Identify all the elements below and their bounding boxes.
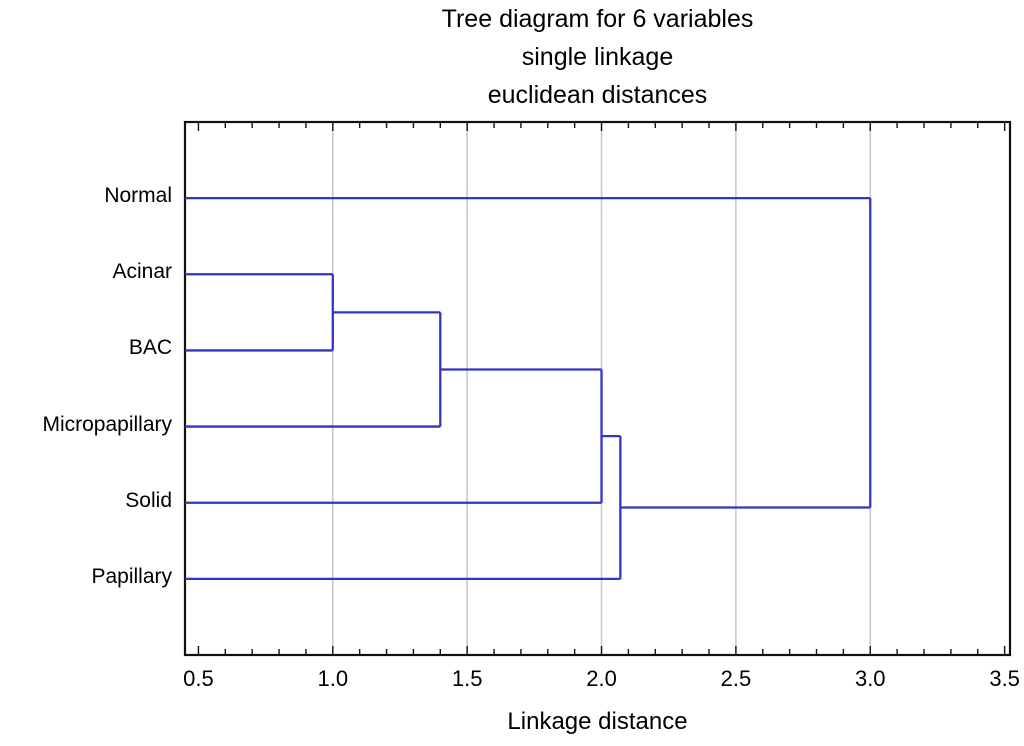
x-tick-label-0-5: 0.5 — [183, 666, 214, 691]
x-tick-label-3-5: 3.5 — [989, 666, 1020, 691]
leaf-label-normal: Normal — [104, 184, 172, 208]
x-tick-label-3-0: 3.0 — [854, 666, 886, 691]
chart-title: Tree diagram for 6 variables single link… — [185, 0, 1010, 114]
leaf-label-acinar: Acinar — [112, 260, 172, 284]
x-axis-title: Linkage distance — [507, 708, 688, 735]
chart-title-line2: single linkage — [521, 43, 674, 71]
leaf-label-papillary: Papillary — [91, 564, 172, 588]
x-tick-label-2-5: 2.5 — [720, 666, 752, 691]
chart-title-line1: Tree diagram for 6 variables — [441, 5, 754, 33]
x-tick-label-1-0: 1.0 — [317, 666, 349, 691]
leaf-label-solid: Solid — [125, 488, 172, 512]
chart-title-line3: euclidean distances — [487, 81, 708, 109]
x-tick-label-1-5: 1.5 — [451, 666, 483, 691]
leaf-label-micropapillary: Micropapillary — [42, 412, 172, 436]
leaf-label-bac: BAC — [128, 336, 172, 360]
x-tick-label-2-0: 2.0 — [586, 666, 617, 691]
